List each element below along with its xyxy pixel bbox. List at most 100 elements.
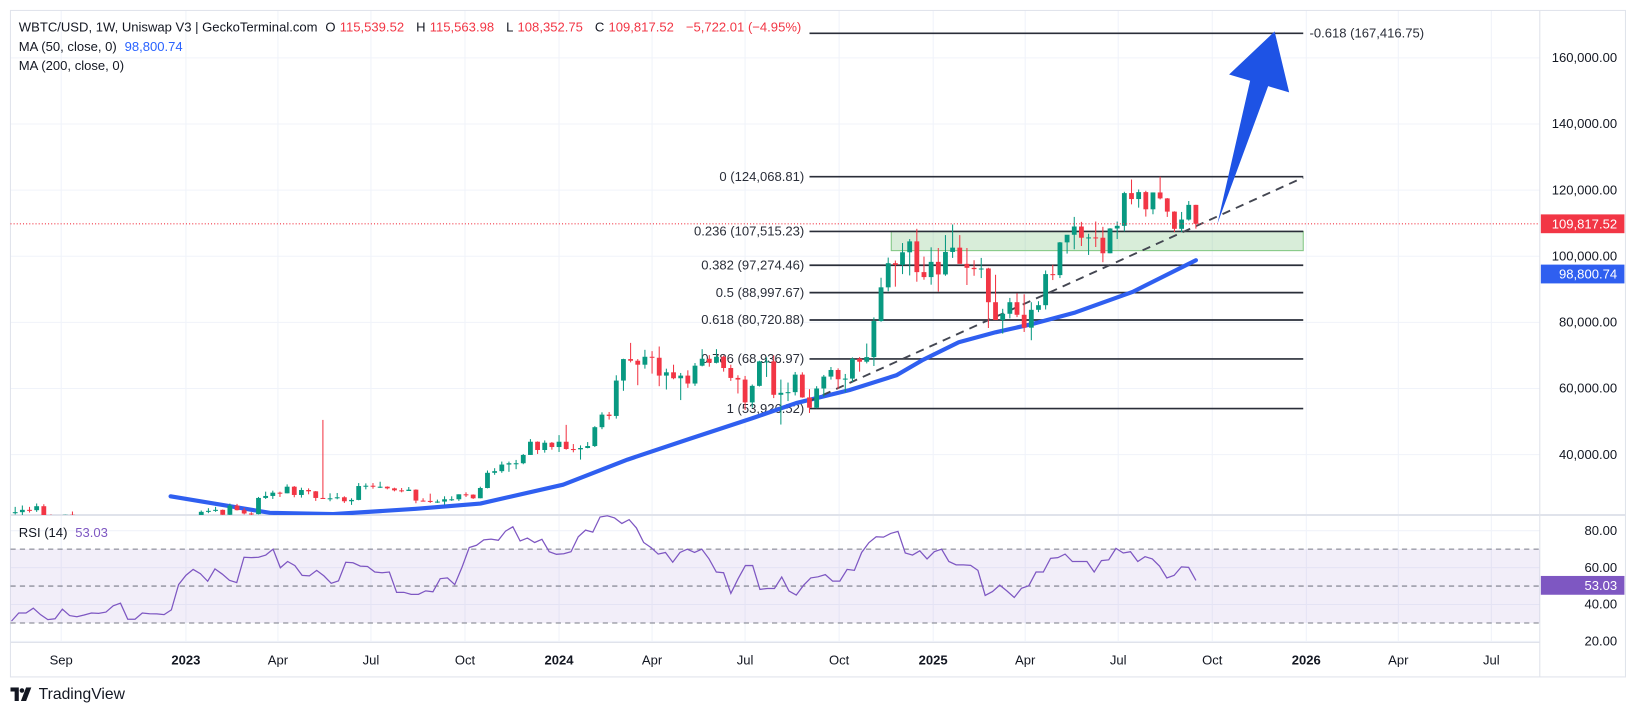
candle[interactable]	[499, 461, 505, 473]
candle[interactable]	[1036, 301, 1041, 313]
candle[interactable]	[434, 499, 440, 503]
candle[interactable]	[263, 491, 269, 499]
candle[interactable]	[1043, 270, 1049, 310]
candle[interactable]	[563, 424, 569, 450]
candle[interactable]	[313, 490, 319, 501]
candle[interactable]	[70, 511, 75, 522]
candle[interactable]	[756, 360, 762, 387]
candle[interactable]	[1157, 176, 1163, 200]
candle[interactable]	[377, 481, 383, 489]
candle[interactable]	[163, 526, 168, 532]
candle[interactable]	[535, 441, 540, 454]
candle[interactable]	[528, 439, 533, 455]
candle[interactable]	[778, 379, 784, 425]
candle[interactable]	[513, 459, 519, 470]
candle[interactable]	[735, 375, 741, 394]
candle[interactable]	[606, 411, 612, 420]
candle[interactable]	[1086, 233, 1091, 255]
candle[interactable]	[506, 461, 512, 472]
candle[interactable]	[764, 357, 769, 377]
candle[interactable]	[814, 386, 820, 409]
candle[interactable]	[792, 371, 798, 396]
candle[interactable]	[1007, 297, 1013, 319]
candle[interactable]	[985, 267, 991, 328]
candle[interactable]	[914, 228, 920, 282]
candle[interactable]	[864, 343, 870, 364]
candle[interactable]	[1114, 221, 1120, 240]
candle[interactable]	[206, 508, 211, 514]
candle[interactable]	[878, 277, 884, 322]
candle[interactable]	[649, 351, 655, 374]
candle[interactable]	[456, 494, 462, 501]
candle[interactable]	[1143, 190, 1149, 217]
candle[interactable]	[663, 368, 669, 390]
candle[interactable]	[950, 224, 956, 258]
candle[interactable]	[1079, 221, 1084, 247]
trendline[interactable]	[809, 176, 1304, 402]
candle[interactable]	[1000, 308, 1006, 334]
candle[interactable]	[807, 389, 812, 413]
candle[interactable]	[1129, 179, 1134, 205]
candle[interactable]	[463, 492, 469, 497]
candle[interactable]	[1107, 228, 1113, 254]
candle[interactable]	[413, 489, 419, 504]
candle[interactable]	[284, 484, 290, 494]
candle[interactable]	[192, 516, 197, 530]
candle[interactable]	[34, 503, 40, 512]
candle[interactable]	[277, 491, 283, 497]
candle[interactable]	[871, 317, 877, 367]
candle[interactable]	[599, 412, 605, 430]
candle[interactable]	[635, 359, 641, 386]
candle[interactable]	[628, 342, 633, 363]
candle[interactable]	[363, 483, 369, 490]
candle[interactable]	[771, 355, 777, 399]
candle[interactable]	[1014, 293, 1020, 318]
candle[interactable]	[427, 493, 433, 503]
candle[interactable]	[113, 517, 118, 523]
candle[interactable]	[306, 488, 311, 495]
candle[interactable]	[799, 372, 805, 398]
candle[interactable]	[1071, 216, 1077, 250]
candle[interactable]	[943, 235, 948, 276]
candle[interactable]	[570, 444, 576, 453]
candle[interactable]	[19, 505, 25, 519]
candle[interactable]	[850, 357, 855, 382]
candle[interactable]	[349, 498, 354, 505]
candle[interactable]	[198, 510, 204, 520]
candle[interactable]	[62, 514, 68, 526]
candle[interactable]	[900, 243, 905, 275]
candle[interactable]	[299, 487, 304, 498]
ma50-line[interactable]	[168, 258, 1198, 516]
candle[interactable]	[957, 235, 963, 264]
candle[interactable]	[964, 247, 970, 286]
candle[interactable]	[477, 486, 483, 499]
candle[interactable]	[592, 426, 598, 448]
candle[interactable]	[449, 496, 455, 501]
candle[interactable]	[699, 349, 705, 367]
candle[interactable]	[1172, 211, 1177, 233]
rsi-legend[interactable]: RSI (14) 53.03	[19, 525, 112, 540]
candle[interactable]	[370, 483, 376, 489]
candle[interactable]	[256, 496, 261, 515]
candle[interactable]	[12, 506, 18, 515]
candle[interactable]	[470, 494, 476, 499]
candle[interactable]	[892, 260, 898, 287]
candle[interactable]	[578, 445, 583, 460]
candle[interactable]	[714, 349, 719, 364]
candle[interactable]	[978, 257, 984, 279]
candle[interactable]	[227, 503, 233, 517]
candle[interactable]	[678, 372, 684, 401]
candle[interactable]	[842, 373, 848, 393]
candle[interactable]	[907, 239, 913, 276]
candle[interactable]	[656, 346, 662, 387]
ma50-legend[interactable]: MA (50, close, 0) 98,800.74	[19, 40, 187, 55]
candle[interactable]	[928, 247, 934, 285]
candle[interactable]	[1193, 204, 1199, 229]
candle[interactable]	[177, 531, 182, 533]
candle[interactable]	[1028, 302, 1034, 341]
candle[interactable]	[728, 364, 734, 381]
candle[interactable]	[585, 442, 591, 449]
rsi-line[interactable]	[11, 515, 1197, 622]
candle[interactable]	[41, 504, 47, 518]
candle[interactable]	[291, 486, 297, 498]
